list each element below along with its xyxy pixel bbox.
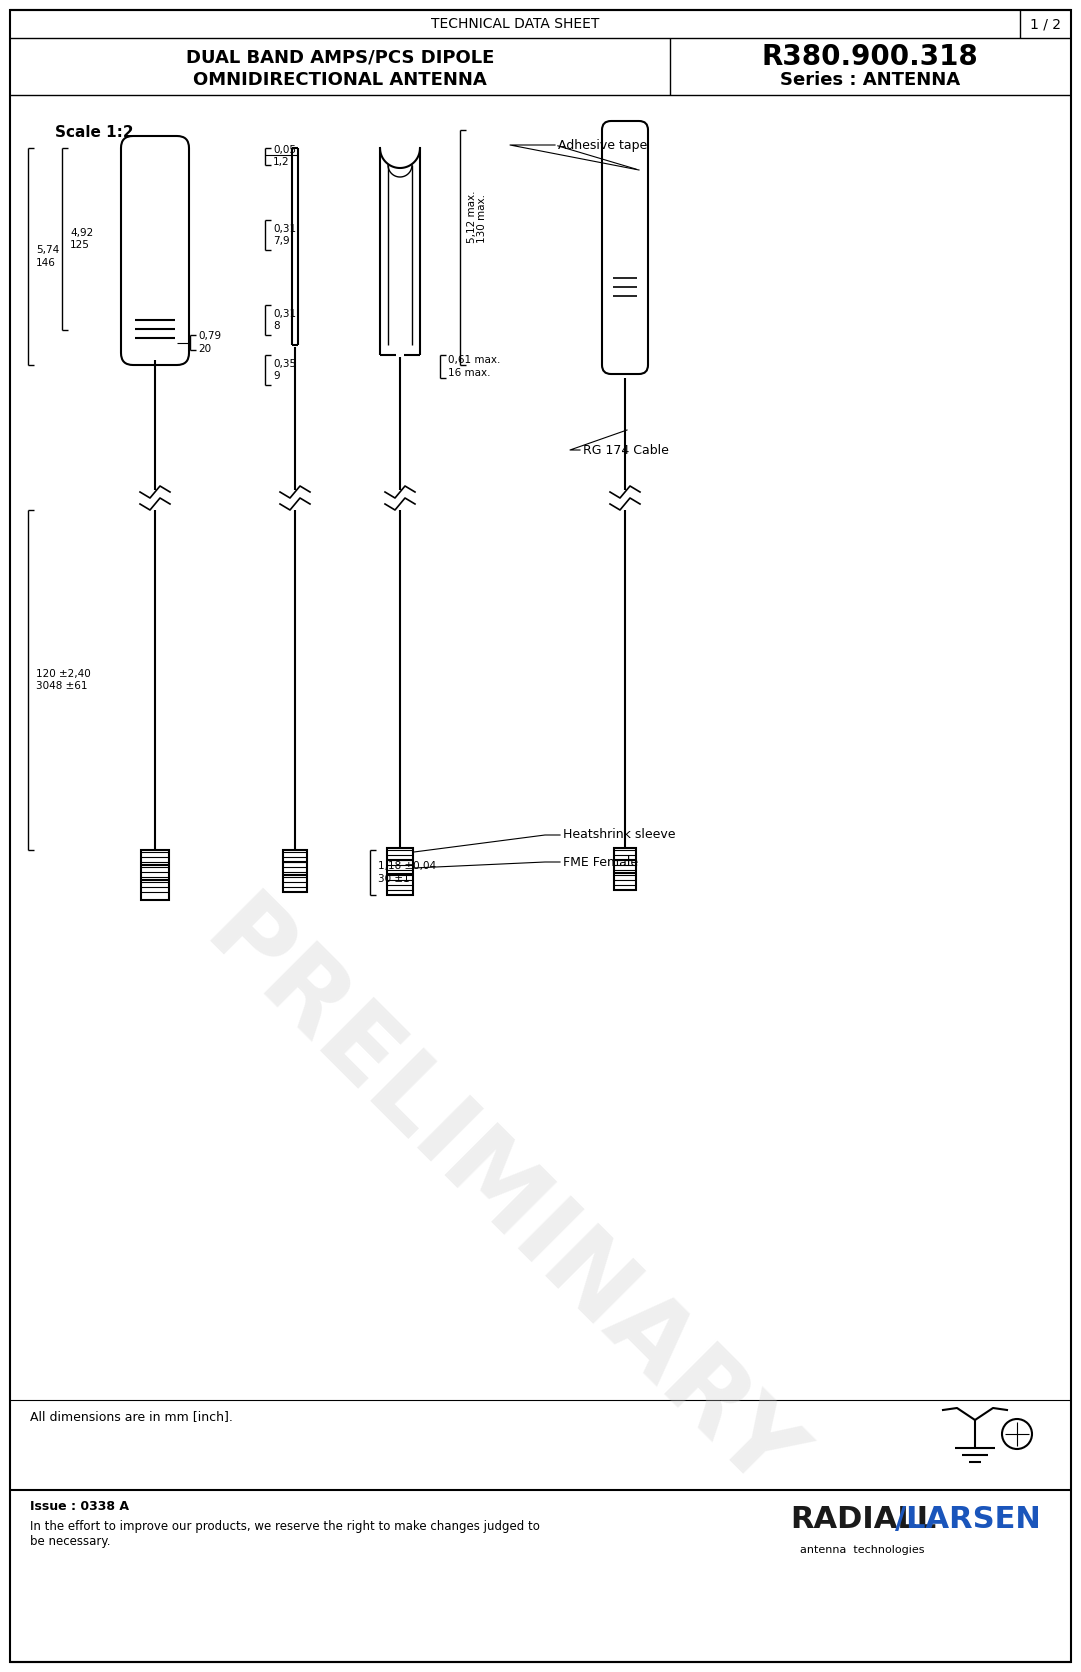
- Text: In the effort to improve our products, we reserve the right to make changes judg: In the effort to improve our products, w…: [30, 1520, 539, 1548]
- Text: 4,92: 4,92: [70, 227, 93, 237]
- Text: 146: 146: [36, 257, 56, 268]
- Text: Adhesive tape: Adhesive tape: [558, 139, 648, 152]
- Text: 5,74: 5,74: [36, 246, 59, 256]
- Text: RADIALL: RADIALL: [790, 1505, 936, 1533]
- Text: 1 / 2: 1 / 2: [1029, 17, 1060, 32]
- Bar: [141, 849, 169, 900]
- FancyBboxPatch shape: [602, 120, 648, 375]
- Text: 20: 20: [198, 343, 211, 353]
- Text: 3048 ±61: 3048 ±61: [36, 681, 88, 691]
- Text: 0,05: 0,05: [273, 145, 296, 155]
- Text: DUAL BAND AMPS/PCS DIPOLE: DUAL BAND AMPS/PCS DIPOLE: [186, 48, 494, 67]
- Text: 1,2: 1,2: [273, 157, 290, 167]
- FancyBboxPatch shape: [121, 135, 189, 364]
- Text: Issue : 0338 A: Issue : 0338 A: [30, 1500, 129, 1513]
- Text: 16 max.: 16 max.: [448, 368, 491, 378]
- Bar: [614, 848, 636, 890]
- Bar: [387, 848, 413, 895]
- Text: 30 ±1: 30 ±1: [378, 873, 410, 883]
- Text: PRELIMINARY: PRELIMINARY: [184, 884, 816, 1517]
- Text: 7,9: 7,9: [273, 236, 290, 246]
- Text: 9: 9: [273, 371, 280, 381]
- Text: Scale 1:2: Scale 1:2: [55, 125, 134, 140]
- Text: 8: 8: [273, 321, 280, 331]
- Text: /LARSEN: /LARSEN: [895, 1505, 1041, 1533]
- Text: Series : ANTENNA: Series : ANTENNA: [779, 70, 960, 89]
- Text: 0,61 max.: 0,61 max.: [448, 356, 501, 366]
- Text: 120 ±2,40: 120 ±2,40: [36, 669, 91, 679]
- Text: 130 max.: 130 max.: [477, 194, 488, 242]
- Text: 5,12 max.: 5,12 max.: [467, 191, 477, 242]
- Text: R380.900.318: R380.900.318: [762, 43, 978, 70]
- Text: 0,31: 0,31: [273, 309, 296, 319]
- Text: RG 174 Cable: RG 174 Cable: [583, 443, 669, 456]
- Text: 0,79: 0,79: [198, 331, 222, 341]
- Text: Heatshrink sleeve: Heatshrink sleeve: [563, 829, 676, 841]
- Text: 0,31: 0,31: [273, 224, 296, 234]
- Text: 1,18 ±0,04: 1,18 ±0,04: [378, 861, 436, 871]
- Text: antenna  technologies: antenna technologies: [800, 1545, 924, 1555]
- Text: OMNIDIRECTIONAL ANTENNA: OMNIDIRECTIONAL ANTENNA: [193, 70, 486, 89]
- Bar: [283, 849, 307, 891]
- Text: TECHNICAL DATA SHEET: TECHNICAL DATA SHEET: [431, 17, 599, 32]
- Text: FME Female: FME Female: [563, 856, 638, 868]
- Text: 125: 125: [70, 241, 90, 251]
- Text: All dimensions are in mm [inch].: All dimensions are in mm [inch].: [30, 1409, 232, 1423]
- Text: 0,35: 0,35: [273, 359, 296, 370]
